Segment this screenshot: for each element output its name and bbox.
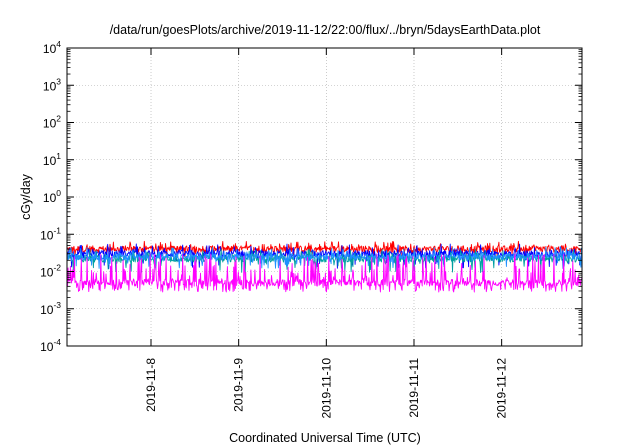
y-tick-base: 10 xyxy=(43,79,57,93)
y-tick-exponent: 2 xyxy=(56,114,61,124)
series-line xyxy=(66,243,583,269)
y-tick-exponent: 1 xyxy=(56,151,61,161)
y-tick-label: 101 xyxy=(43,151,61,168)
x-tick-label: 2019-11-9 xyxy=(232,358,246,412)
y-axis-title: cGy/day xyxy=(19,173,33,220)
y-tick-label: 10-2 xyxy=(40,263,61,280)
y-tick-base: 10 xyxy=(40,266,54,280)
y-tick-exponent: -3 xyxy=(53,300,61,310)
y-tick-label: 103 xyxy=(43,76,61,93)
y-tick-label: 100 xyxy=(43,188,61,205)
y-tick-base: 10 xyxy=(40,340,54,354)
series-line xyxy=(66,253,583,293)
x-axis-title: Coordinated Universal Time (UTC) xyxy=(229,431,421,445)
y-tick-exponent: 4 xyxy=(56,39,61,49)
y-tick-base: 10 xyxy=(43,191,57,205)
y-tick-exponent: 3 xyxy=(56,76,61,86)
x-tick-label: 2019-11-11 xyxy=(407,358,421,418)
y-tick-label: 104 xyxy=(43,39,61,56)
y-tick-exponent: -4 xyxy=(53,337,61,347)
x-tick-label: 2019-11-10 xyxy=(319,358,333,419)
series-group xyxy=(66,240,583,293)
y-tick-label: 102 xyxy=(43,114,61,131)
y-tick-exponent: -1 xyxy=(53,225,61,235)
plot-frame xyxy=(66,47,583,347)
chart-title: /data/run/goesPlots/archive/2019-11-12/2… xyxy=(110,23,541,37)
y-tick-label: 10-1 xyxy=(40,225,61,242)
x-tick-label: 2019-11-8 xyxy=(144,358,158,412)
y-tick-base: 10 xyxy=(43,117,57,131)
y-tick-label: 10-3 xyxy=(40,300,61,317)
x-axis: 2019-11-8 2019-11-9 2019-11-10 2019-11-11 20… xyxy=(144,48,509,419)
grid xyxy=(67,48,582,346)
y-tick-base: 10 xyxy=(40,228,54,242)
series-line xyxy=(66,246,583,269)
y-tick-base: 10 xyxy=(43,42,57,56)
y-tick-base: 10 xyxy=(40,303,54,317)
y-tick-exponent: 0 xyxy=(56,188,61,198)
y-tick-label: 10-4 xyxy=(40,337,61,354)
x-tick-label: 2019-11-12 xyxy=(495,358,509,419)
y-tick-exponent: -2 xyxy=(53,263,61,273)
y-tick-base: 10 xyxy=(43,154,57,168)
